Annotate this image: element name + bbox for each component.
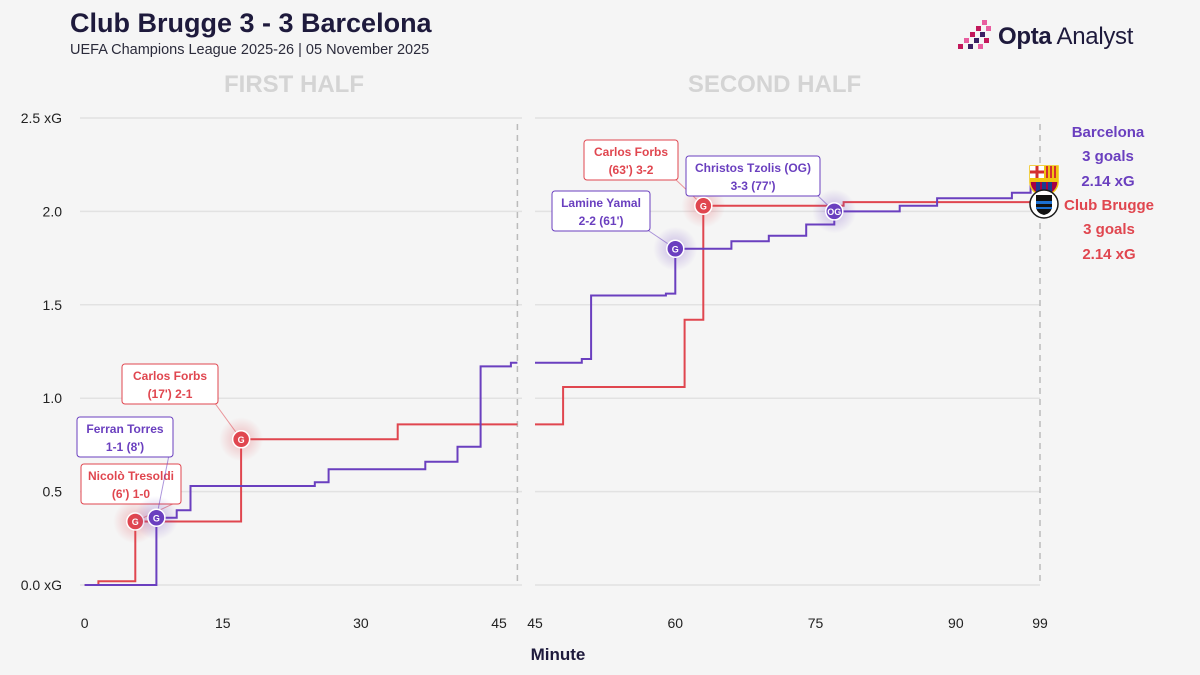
x-tick-label: 45 bbox=[491, 615, 507, 631]
barcelona-crest-stripe bbox=[1054, 166, 1056, 178]
goal-annotation-player: Christos Tzolis (OG) bbox=[695, 161, 811, 175]
barcelona-crest-stripe bbox=[1050, 166, 1052, 178]
goal-annotation-box bbox=[76, 416, 174, 458]
goal-annotation-box bbox=[583, 139, 679, 181]
goal-annotation-detail: (63') 3-2 bbox=[609, 163, 654, 177]
x-tick-label: 90 bbox=[948, 615, 964, 631]
goal-annotation-detail: (6') 1-0 bbox=[112, 487, 151, 501]
barcelona-crest-icon bbox=[1029, 165, 1059, 198]
goal-annotation-box bbox=[80, 463, 182, 505]
goal-annotation-player: Carlos Forbs bbox=[594, 145, 668, 159]
y-tick-label: 1.0 bbox=[43, 390, 63, 406]
y-tick-label: 1.5 bbox=[43, 297, 63, 313]
y-tick-label: 0.0 xG bbox=[21, 577, 62, 593]
club-brugge-crest-stripe bbox=[1036, 207, 1052, 209]
goal-marker bbox=[666, 239, 685, 259]
barcelona-label: Barcelona bbox=[1072, 124, 1145, 141]
y-tick-label: 0.5 bbox=[43, 484, 63, 500]
goal-annotation-player: Carlos Forbs bbox=[133, 369, 207, 383]
barcelona-crest-band bbox=[1030, 178, 1058, 182]
panel-title: SECOND HALF bbox=[688, 71, 861, 98]
x-axis-label: Minute bbox=[531, 645, 586, 664]
x-tick-label: 75 bbox=[808, 615, 824, 631]
page-subtitle: UEFA Champions League 2025-26 | 05 Novem… bbox=[70, 42, 430, 58]
goal-marker bbox=[147, 508, 166, 528]
goal-annotation-detail: 1-1 (8') bbox=[106, 440, 144, 454]
goal-annotation-detail: (17') 2-1 bbox=[148, 387, 193, 401]
club-brugge-label: Club Brugge bbox=[1064, 197, 1154, 214]
goal-annotation-player: Lamine Yamal bbox=[561, 196, 641, 210]
goal-annotation-detail: 2-2 (61') bbox=[579, 214, 624, 228]
goal-marker-label: G bbox=[238, 435, 245, 445]
logo-text-bold: Opta bbox=[998, 23, 1052, 50]
goal-marker bbox=[825, 202, 844, 221]
goal-marker bbox=[694, 196, 713, 216]
y-tick-label: 2.0 bbox=[43, 203, 63, 219]
goal-annotation-player: Nicolò Tresoldi bbox=[88, 469, 174, 483]
y-tick-label: 2.5 xG bbox=[21, 110, 62, 126]
barcelona-crest-cross-h bbox=[1030, 170, 1044, 174]
club-brugge-goals: 3 goals bbox=[1083, 221, 1135, 238]
goal-marker-label: G bbox=[700, 201, 707, 211]
panel-title: FIRST HALF bbox=[224, 71, 364, 98]
club-brugge-xg: 2.14 xG bbox=[1082, 246, 1135, 263]
opta-analyst-logo: Opta Analyst bbox=[958, 20, 1133, 54]
goal-marker-label: G bbox=[672, 244, 679, 254]
x-tick-label: 99 bbox=[1032, 615, 1048, 631]
goal-annotation-box bbox=[551, 190, 651, 232]
club-brugge-crest-stripe bbox=[1036, 201, 1052, 204]
x-tick-label: 60 bbox=[667, 615, 683, 631]
x-tick-label: 15 bbox=[215, 615, 231, 631]
goal-marker bbox=[231, 430, 251, 449]
x-tick-label: 45 bbox=[527, 615, 543, 631]
barcelona-crest-blue-stripe bbox=[1036, 182, 1040, 194]
logo-text-rest: Analyst bbox=[1051, 23, 1134, 50]
barcelona-crest-stripe bbox=[1046, 166, 1048, 178]
barcelona-xg: 2.14 xG bbox=[1081, 173, 1134, 190]
barcelona-crest-blue-stripe bbox=[1042, 182, 1046, 194]
goal-annotation-box bbox=[121, 363, 219, 405]
barcelona-crest-blue-stripe bbox=[1048, 182, 1052, 194]
x-tick-label: 0 bbox=[81, 615, 89, 631]
goal-annotation-box bbox=[685, 155, 821, 197]
club-brugge-crest-shield bbox=[1036, 195, 1052, 215]
goal-annotation-detail: 3-3 (77') bbox=[731, 179, 776, 193]
goal-annotation-player: Ferran Torres bbox=[86, 422, 163, 436]
goal-marker-label: G bbox=[153, 513, 160, 523]
series-line-club-brugge bbox=[84, 423, 518, 586]
page-title: Club Brugge 3 - 3 Barcelona bbox=[70, 8, 432, 38]
series-line-barcelona bbox=[535, 184, 1040, 364]
club-brugge-crest-icon bbox=[1029, 189, 1059, 219]
barcelona-goals: 3 goals bbox=[1082, 148, 1134, 165]
x-tick-label: 30 bbox=[353, 615, 369, 631]
opta-logo-icon bbox=[958, 20, 991, 49]
goal-marker-label: OG bbox=[827, 207, 841, 217]
